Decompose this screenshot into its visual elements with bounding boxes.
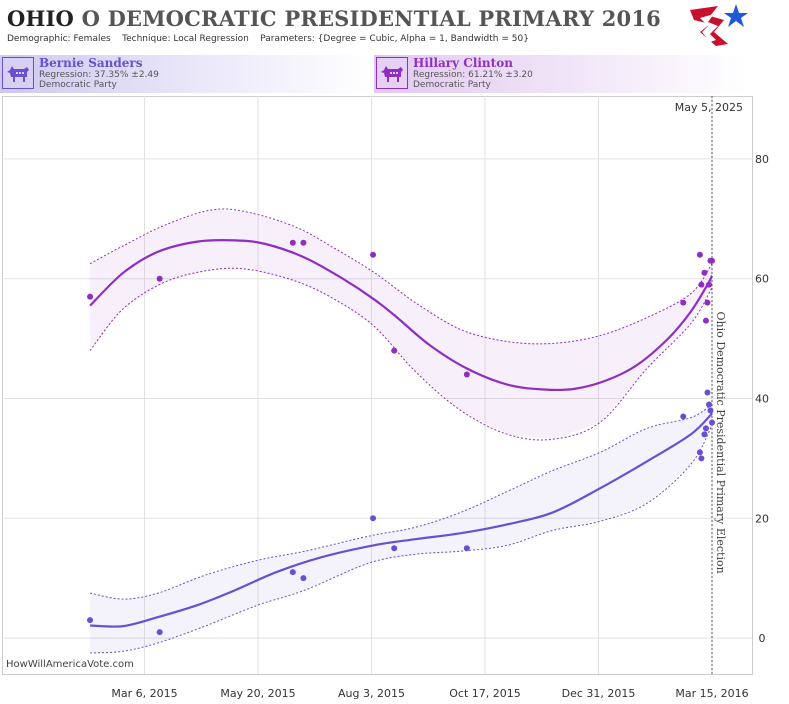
current-date-label: May 5, 2025 bbox=[675, 101, 743, 114]
bernie-sanders-lower-bound bbox=[90, 425, 713, 654]
hillary-clinton-poll-point bbox=[709, 257, 715, 264]
y-tick-label: 60 bbox=[755, 273, 769, 286]
x-tick-label: Aug 3, 2015 bbox=[338, 687, 405, 700]
hillary-clinton-poll-point bbox=[156, 275, 163, 282]
x-tick-label: May 20, 2015 bbox=[220, 687, 295, 700]
x-tick-label: Oct 17, 2015 bbox=[449, 687, 521, 700]
candidate-sanders: Bernie Sanders Regression: 37.35% ±2.49 … bbox=[0, 55, 372, 93]
hillary-clinton-poll-point bbox=[87, 293, 94, 300]
hillary-clinton-poll-point bbox=[705, 281, 712, 288]
state-name: OHIO bbox=[7, 6, 75, 31]
bernie-sanders-poll-point bbox=[289, 569, 296, 576]
x-tick-label: Mar 6, 2015 bbox=[111, 687, 177, 700]
event-line-label: Ohio Democratic Presidential Primary Ele… bbox=[714, 312, 727, 574]
y-tick-label: 0 bbox=[759, 632, 766, 645]
trend-lines bbox=[89, 239, 713, 628]
bernie-sanders-poll-point bbox=[156, 629, 163, 636]
candidate-party: Democratic Party bbox=[413, 80, 491, 90]
hillary-clinton-lower-bound bbox=[89, 267, 713, 441]
bernie-sanders-poll-point bbox=[391, 545, 398, 552]
candidate-party: Democratic Party bbox=[39, 80, 117, 90]
technique-value: Local Regression bbox=[173, 34, 249, 44]
star-flag-logo-icon bbox=[690, 4, 748, 46]
bernie-sanders-poll-point bbox=[701, 431, 708, 438]
bernie-sanders-poll-point bbox=[707, 407, 714, 414]
bernie-sanders-poll-point bbox=[698, 455, 705, 462]
page-title: OHIO O DEMOCRATIC PRESIDENTIAL PRIMARY 2… bbox=[7, 6, 661, 31]
bernie-sanders-poll-point bbox=[370, 515, 377, 522]
bernie-sanders-poll-point bbox=[696, 449, 703, 456]
bernie-sanders-band bbox=[90, 404, 713, 653]
grid bbox=[2, 96, 753, 675]
candidate-regression: Regression: 61.21% ±3.20 bbox=[413, 70, 533, 80]
hillary-clinton-poll-point bbox=[701, 269, 708, 276]
plot-frame bbox=[2, 96, 753, 675]
y-tick-label: 40 bbox=[755, 392, 769, 405]
y-tick-label: 20 bbox=[755, 512, 769, 525]
parameters-value: {Degree = Cubic, Alpha = 1, Bandwidth = … bbox=[317, 34, 529, 44]
parameters-line: Demographic: Females Technique: Local Re… bbox=[7, 34, 529, 44]
donkey-icon bbox=[2, 57, 34, 89]
confidence-bands bbox=[89, 208, 713, 654]
bernie-sanders-poll-point bbox=[87, 617, 94, 624]
bernie-sanders-poll-point bbox=[300, 575, 307, 582]
axis-labels: 0 20 40 60 80 Mar 6, 2015 May 20, 2015 Aug 3, 2… bbox=[6, 101, 769, 700]
watermark: HowWillAmericaVote.com bbox=[6, 659, 134, 670]
hillary-clinton-band bbox=[90, 209, 713, 440]
title-text: O DEMOCRATIC PRESIDENTIAL PRIMARY 2016 bbox=[81, 6, 661, 31]
hillary-clinton-poll-point bbox=[696, 251, 703, 258]
hillary-clinton-poll-point bbox=[300, 239, 307, 246]
regression-chart: 0 20 40 60 80 Mar 6, 2015 May 20, 2015 Aug 3, 2… bbox=[2, 96, 769, 700]
hillary-clinton-poll-point bbox=[698, 281, 705, 288]
header: OHIO O DEMOCRATIC PRESIDENTIAL PRIMARY 2… bbox=[0, 0, 789, 50]
candidate-clinton: Hillary Clinton Regression: 61.21% ±3.20… bbox=[374, 55, 746, 93]
hillary-clinton-poll-point bbox=[370, 251, 377, 258]
hillary-clinton-poll-point bbox=[463, 371, 470, 378]
hillary-clinton-poll-point bbox=[289, 239, 296, 246]
hillary-clinton-poll-point bbox=[704, 299, 711, 306]
demographic-label: Demographic: bbox=[7, 34, 71, 44]
demographic-value: Females bbox=[73, 34, 111, 44]
bernie-sanders-poll-point bbox=[704, 389, 711, 396]
x-tick-label: Mar 15, 2016 bbox=[675, 687, 748, 700]
hillary-clinton-poll-point bbox=[391, 347, 398, 354]
x-tick-label: Dec 31, 2015 bbox=[562, 687, 636, 700]
bernie-sanders-trend-line bbox=[90, 412, 713, 628]
hillary-clinton-poll-point bbox=[702, 317, 709, 324]
bernie-sanders-poll-point bbox=[680, 413, 687, 420]
bernie-sanders-poll-point bbox=[705, 401, 712, 408]
y-tick-label: 80 bbox=[755, 153, 769, 166]
candidate-regression: Regression: 37.35% ±2.49 bbox=[39, 70, 159, 80]
bernie-sanders-poll-point bbox=[463, 545, 470, 552]
candidate-name: Bernie Sanders bbox=[39, 56, 143, 70]
hillary-clinton-poll-point bbox=[680, 299, 687, 306]
parameters-label: Parameters: bbox=[260, 34, 315, 44]
hillary-clinton-trend-line bbox=[89, 239, 713, 392]
bernie-sanders-poll-point bbox=[702, 425, 709, 432]
donkey-icon bbox=[376, 57, 408, 89]
hillary-clinton-upper-bound bbox=[89, 208, 713, 345]
poll-points bbox=[87, 239, 715, 636]
candidate-name: Hillary Clinton bbox=[413, 56, 513, 70]
bernie-sanders-poll-point bbox=[709, 419, 715, 426]
technique-label: Technique: bbox=[122, 34, 171, 44]
